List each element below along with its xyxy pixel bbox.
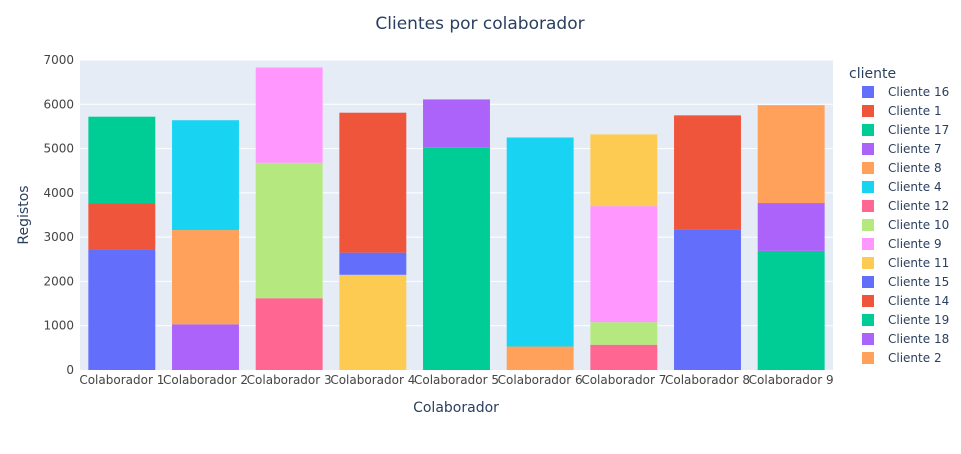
y-tick-label: 7000 bbox=[43, 53, 74, 67]
bar-segment bbox=[172, 120, 239, 231]
x-tick-label: Colaborador 1 bbox=[79, 373, 164, 387]
x-tick-label: Colaborador 3 bbox=[247, 373, 332, 387]
bar-segment bbox=[172, 230, 239, 325]
bar-segment bbox=[339, 274, 407, 370]
legend-swatch bbox=[862, 143, 874, 155]
legend-label: Cliente 12 bbox=[888, 199, 949, 213]
legend-label: Cliente 4 bbox=[888, 180, 942, 194]
legend-swatch bbox=[862, 238, 874, 250]
legend-label: Cliente 16 bbox=[888, 85, 949, 99]
y-tick-label: 3000 bbox=[43, 230, 74, 244]
bars bbox=[88, 67, 825, 370]
bar-segment bbox=[506, 346, 574, 370]
bar-segment bbox=[255, 162, 323, 299]
chart-title: Clientes por colaborador bbox=[375, 14, 584, 34]
bar-segment bbox=[674, 115, 741, 230]
y-tick-label: 6000 bbox=[43, 97, 74, 111]
y-tick-label: 2000 bbox=[43, 274, 74, 288]
x-tick-label: Colaborador 7 bbox=[581, 373, 666, 387]
bar-segment bbox=[590, 344, 658, 370]
legend-swatch bbox=[862, 219, 874, 231]
bar-segment bbox=[88, 116, 156, 204]
y-axis-ticks: 0 1000 2000 3000 4000 5000 6000 7000 bbox=[43, 53, 74, 377]
bar-segment bbox=[172, 324, 239, 370]
legend-swatch bbox=[862, 295, 874, 307]
x-tick-label: Colaborador 6 bbox=[498, 373, 583, 387]
bar-segment bbox=[255, 298, 323, 370]
legend-label: Cliente 17 bbox=[888, 123, 949, 137]
bar-segment bbox=[757, 250, 825, 370]
y-tick-label: 0 bbox=[66, 363, 74, 377]
legend-label: Cliente 8 bbox=[888, 161, 942, 175]
legend-swatch bbox=[862, 333, 874, 345]
x-tick-label: Colaborador 5 bbox=[414, 373, 499, 387]
bar-segment bbox=[88, 249, 156, 370]
legend-label: Cliente 19 bbox=[888, 313, 949, 327]
bar-segment bbox=[590, 322, 658, 345]
legend-label: Cliente 11 bbox=[888, 256, 949, 270]
bar-segment bbox=[88, 203, 156, 250]
bar-segment bbox=[590, 134, 658, 207]
legend-label: Cliente 9 bbox=[888, 237, 942, 251]
bar-segment bbox=[674, 229, 741, 370]
legend-label: Cliente 14 bbox=[888, 294, 949, 308]
bar-segment bbox=[423, 147, 490, 370]
legend-swatch bbox=[862, 257, 874, 269]
legend-swatch bbox=[862, 181, 874, 193]
legend-swatch bbox=[862, 352, 874, 364]
legend-label: Cliente 1 bbox=[888, 104, 942, 118]
legend-swatch bbox=[862, 162, 874, 174]
y-tick-label: 5000 bbox=[43, 142, 74, 156]
legend-label: Cliente 2 bbox=[888, 351, 942, 365]
legend-swatch bbox=[862, 86, 874, 98]
bar-segment bbox=[757, 105, 825, 204]
legend-label: Cliente 7 bbox=[888, 142, 942, 156]
x-tick-label: Colaborador 8 bbox=[665, 373, 750, 387]
legend-swatch bbox=[862, 276, 874, 288]
legend-label: Cliente 10 bbox=[888, 218, 949, 232]
legend-items: Cliente 16 Cliente 1 Cliente 17 Cliente 7 Cl… bbox=[862, 85, 949, 365]
bar-segment bbox=[423, 99, 490, 148]
bar-segment bbox=[590, 206, 658, 323]
bar-segment bbox=[255, 67, 323, 163]
bar-segment bbox=[339, 252, 407, 275]
bar-segment bbox=[757, 203, 825, 251]
bar-segment bbox=[506, 137, 574, 347]
legend-title: cliente bbox=[849, 66, 896, 82]
legend-label: Cliente 18 bbox=[888, 332, 949, 346]
x-tick-label: Colaborador 2 bbox=[163, 373, 248, 387]
x-axis-title: Colaborador bbox=[413, 400, 499, 416]
bar-segment bbox=[339, 112, 407, 253]
legend-swatch bbox=[862, 124, 874, 136]
x-tick-label: Colaborador 9 bbox=[749, 373, 834, 387]
legend-label: Cliente 15 bbox=[888, 275, 949, 289]
legend-swatch bbox=[862, 314, 874, 326]
legend-swatch bbox=[862, 200, 874, 212]
y-tick-label: 1000 bbox=[43, 319, 74, 333]
y-axis-title: Registos bbox=[16, 185, 32, 244]
legend-swatch bbox=[862, 105, 874, 117]
y-tick-label: 4000 bbox=[43, 186, 74, 200]
x-tick-label: Colaborador 4 bbox=[330, 373, 415, 387]
